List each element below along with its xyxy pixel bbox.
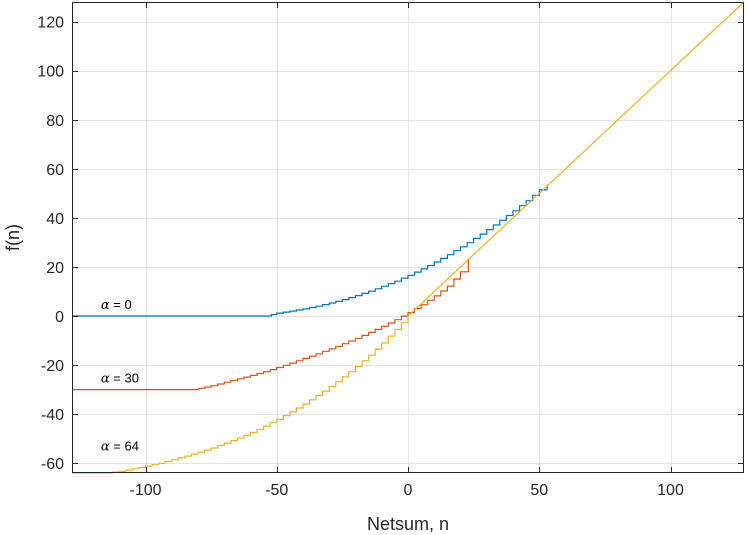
y-tick-label: -40 — [41, 407, 64, 424]
y-tick-label: -60 — [41, 456, 64, 473]
alpha-symbol: α — [101, 298, 110, 313]
y-tick-label: 60 — [46, 162, 64, 179]
x-tick-label: -50 — [265, 482, 288, 499]
y-tick-label: 40 — [46, 211, 64, 228]
series-line-0 — [72, 184, 548, 317]
y-tick-label: 20 — [46, 260, 64, 277]
annotation-label: α = 30 — [101, 371, 139, 387]
y-tick-label: 0 — [55, 309, 64, 326]
annotation-value: = 64 — [110, 438, 139, 453]
axis-ticks: -100 -50 0 50 100 -60 -40 -20 0 20 40 60 80 100 120 — [37, 2, 744, 499]
x-tick-label: 0 — [404, 482, 413, 499]
x-tick-label: 100 — [657, 482, 684, 499]
y-tick-label: 120 — [37, 15, 64, 32]
series-group — [72, 1, 745, 474]
alpha-symbol: α — [101, 372, 110, 387]
series-line-3 — [407, 1, 745, 317]
series-line-1 — [72, 259, 469, 391]
annotation-value: = 0 — [110, 297, 132, 312]
annotation-value: = 30 — [110, 371, 139, 386]
annotations: α = 0α = 30α = 64 — [101, 297, 139, 454]
annotation-label: α = 0 — [101, 297, 132, 313]
y-tick-label: -20 — [41, 358, 64, 375]
annotation-label: α = 64 — [101, 438, 139, 454]
series-line-2 — [72, 316, 409, 474]
x-tick-label: 50 — [530, 482, 548, 499]
x-tick-label: -100 — [129, 482, 161, 499]
y-tick-label: 100 — [37, 64, 64, 81]
x-axis-label: Netsum, n — [367, 514, 449, 534]
alpha-symbol: α — [101, 439, 110, 454]
y-axis-label: f(n) — [3, 224, 23, 251]
grid — [72, 2, 744, 473]
y-tick-label: 80 — [46, 113, 64, 130]
